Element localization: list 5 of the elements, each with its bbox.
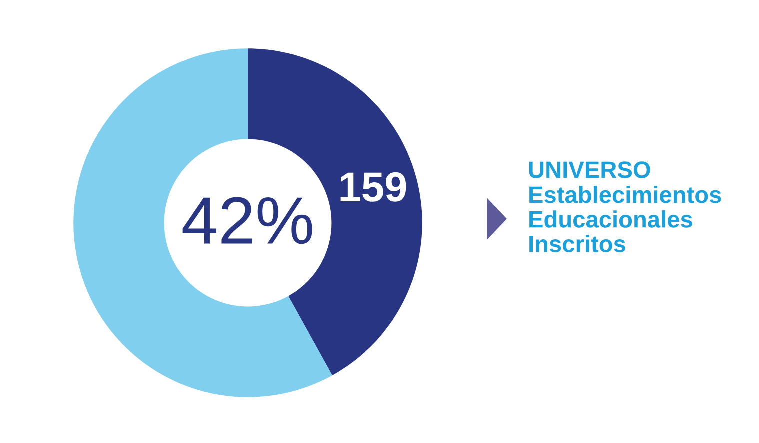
data-label: 159	[340, 172, 406, 202]
text: 42%	[182, 197, 312, 244]
text: UNIVERSO	[529, 162, 650, 178]
text: Establecimientos Educacionales Inscritos	[530, 186, 722, 252]
donut-slice	[74, 48, 332, 398]
